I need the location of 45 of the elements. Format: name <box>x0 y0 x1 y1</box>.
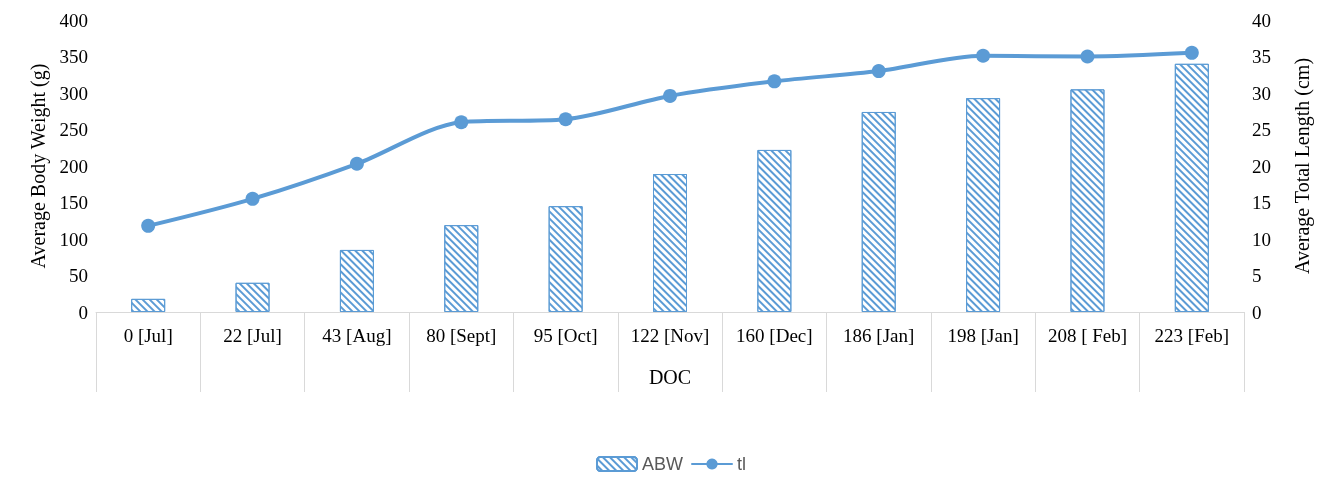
x-tick-label: 122 [Nov] <box>630 325 710 346</box>
x-tick-label: 186 [Jan] <box>843 325 915 346</box>
x-tick-label: 80 [Sept] <box>426 325 497 346</box>
point <box>245 191 260 206</box>
y-tick-label: 200 <box>59 155 88 177</box>
y-tick-label: 100 <box>59 228 88 250</box>
x-tick-label: 0 [Jul] <box>123 325 173 346</box>
y-tick-label: 150 <box>59 192 88 213</box>
y2-tick-label: 30 <box>1252 82 1271 104</box>
y-tick-label: 300 <box>59 82 88 104</box>
x-axis-title: DOC <box>648 366 692 388</box>
y2-tick-label: 0 <box>1252 301 1262 323</box>
y-tick-label: 350 <box>59 46 88 67</box>
y-tick-label: 400 <box>59 9 88 31</box>
point <box>871 64 886 79</box>
x-tick-label: 208 [ Feb] <box>1047 325 1128 346</box>
point <box>454 115 469 130</box>
y2-axis-title: Average Total Length (cm) <box>1291 57 1314 275</box>
y2-tick-label: 10 <box>1252 228 1271 250</box>
y2-tick-label: 35 <box>1252 46 1271 67</box>
point <box>1080 49 1095 64</box>
x-tick-label: 160 [Dec] <box>736 325 813 346</box>
x-tick-label: 43 [Aug] <box>322 325 392 346</box>
y-tick-label: 0 <box>78 301 88 323</box>
point <box>1184 45 1199 60</box>
point <box>976 48 991 63</box>
legend-label: tl <box>737 454 746 474</box>
y-tick-label: 250 <box>59 119 88 140</box>
point <box>663 88 677 103</box>
y2-tick-label: 5 <box>1252 265 1262 286</box>
y-axis-title: Average Body Weight (g) <box>27 63 50 269</box>
y2-tick-label: 15 <box>1252 192 1271 213</box>
y2-tick-label: 20 <box>1252 155 1271 177</box>
x-tick-label: 95 [Oct] <box>533 325 598 346</box>
y-tick-label: 50 <box>69 265 88 286</box>
x-tick-label: 22 [Jul] <box>223 325 282 346</box>
x-tick-label: 198 [Jan] <box>947 325 1019 346</box>
point <box>141 218 156 233</box>
point <box>767 74 782 89</box>
y2-tick-label: 25 <box>1252 119 1271 140</box>
legend-label: ABW <box>642 454 684 474</box>
point <box>349 156 364 171</box>
y2-tick-label: 40 <box>1252 9 1271 31</box>
point <box>558 112 573 127</box>
x-tick-label: 223 [Feb] <box>1154 325 1230 346</box>
